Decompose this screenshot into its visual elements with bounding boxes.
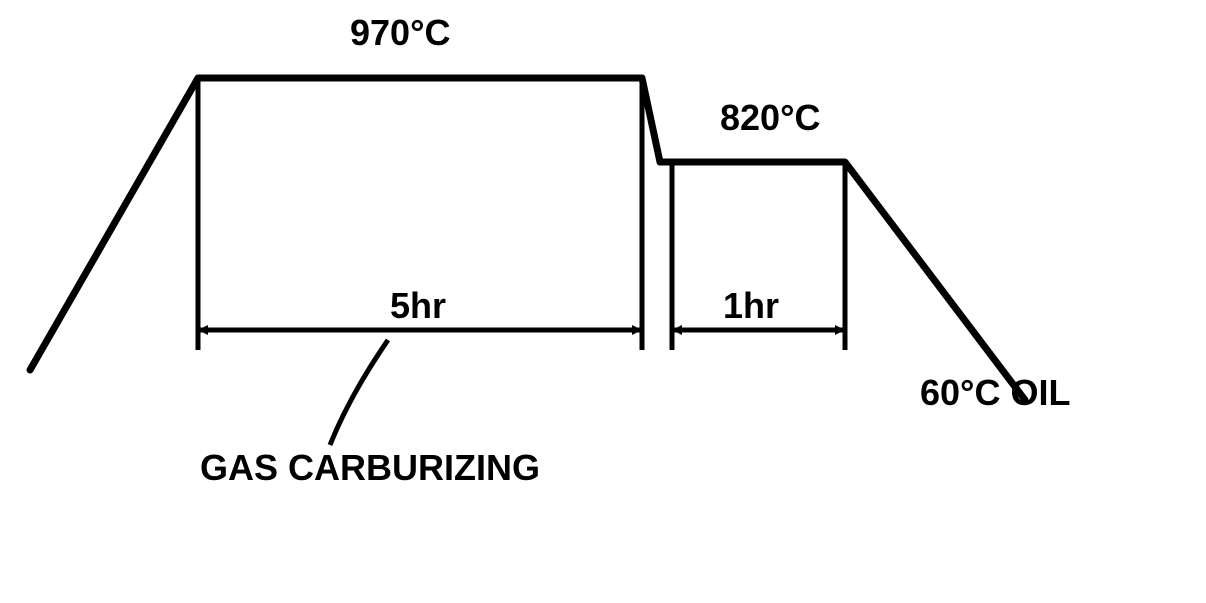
duration-label-2: 1hr: [723, 285, 779, 326]
duration-dimension-1: 5hr: [198, 78, 642, 350]
duration-dimension-2: 1hr: [672, 162, 845, 350]
quench-label: 60°C OIL: [920, 372, 1070, 413]
temperature-label-2: 820°C: [720, 97, 820, 138]
heat-treatment-diagram: 970°C 820°C 5hr 1hr GAS CARBURIZING 60°C…: [0, 0, 1206, 603]
temperature-label-1: 970°C: [350, 12, 450, 53]
duration-label-1: 5hr: [390, 285, 446, 326]
temperature-profile-line: [30, 78, 1025, 400]
process-label: GAS CARBURIZING: [200, 447, 540, 488]
process-leader-line: [330, 340, 388, 445]
